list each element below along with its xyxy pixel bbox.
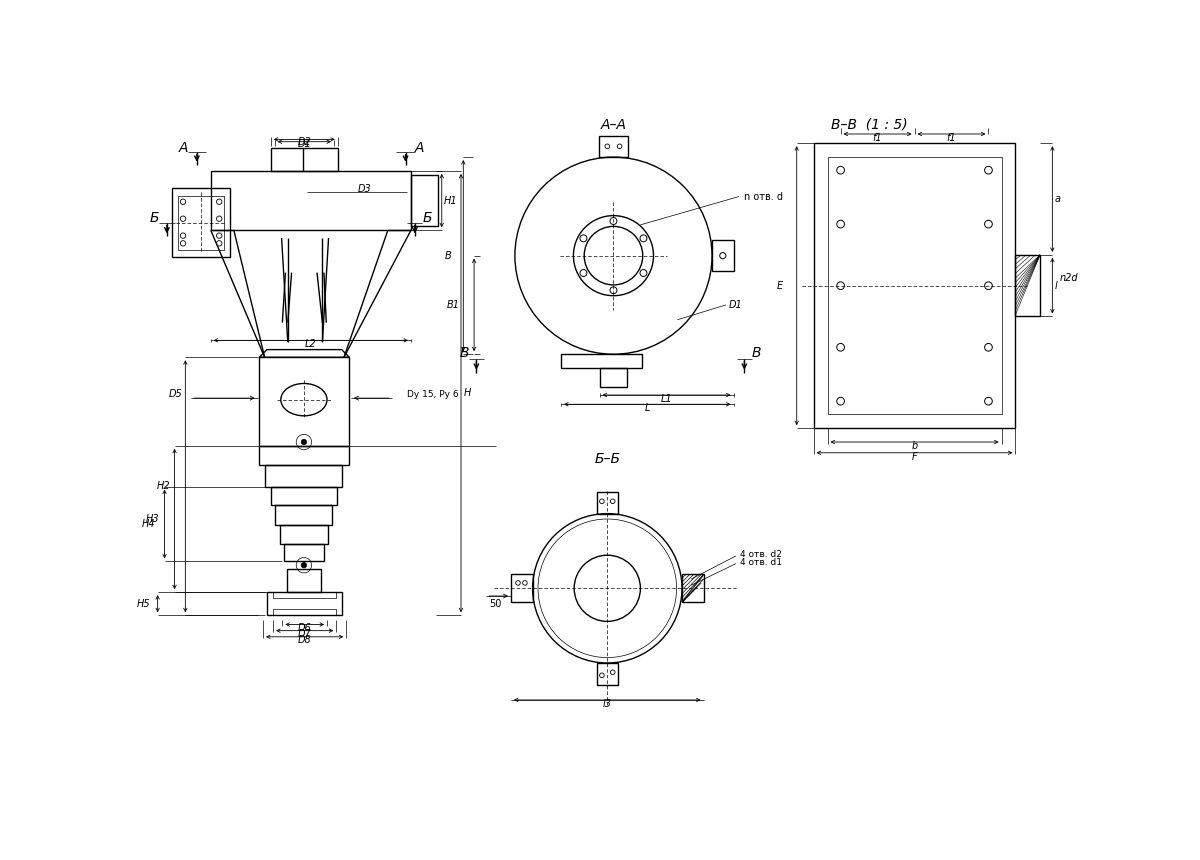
Bar xyxy=(600,368,628,387)
Bar xyxy=(410,175,438,226)
Text: D8: D8 xyxy=(298,635,312,645)
Bar xyxy=(259,445,348,465)
Text: f1: f1 xyxy=(872,132,882,143)
Text: n2d: n2d xyxy=(1060,273,1079,283)
Text: D3: D3 xyxy=(358,184,372,194)
Bar xyxy=(596,492,618,513)
Text: 50: 50 xyxy=(490,599,502,609)
Text: Б: Б xyxy=(150,211,160,225)
Bar xyxy=(814,144,1015,428)
Text: А: А xyxy=(415,141,424,155)
Bar xyxy=(712,240,733,271)
Bar xyxy=(271,487,337,505)
Bar xyxy=(828,157,1002,415)
Text: B1: B1 xyxy=(448,300,461,310)
Bar xyxy=(287,569,320,593)
Text: 4 отв. d1: 4 отв. d1 xyxy=(739,557,781,567)
Bar xyxy=(280,525,328,544)
Bar xyxy=(259,357,349,445)
Bar xyxy=(211,171,410,230)
Text: Б: Б xyxy=(422,211,432,225)
Text: E: E xyxy=(776,280,782,291)
Text: n отв. d: n отв. d xyxy=(744,192,784,201)
Text: L: L xyxy=(644,403,650,413)
Text: L1: L1 xyxy=(661,394,672,404)
Text: D1: D1 xyxy=(728,300,743,310)
Text: D5: D5 xyxy=(169,390,182,399)
Text: l3: l3 xyxy=(602,699,612,709)
Text: В: В xyxy=(752,347,762,360)
Text: D7: D7 xyxy=(298,629,312,639)
Bar xyxy=(284,544,324,562)
Text: b: b xyxy=(912,441,918,451)
Text: 4 отв. d2: 4 отв. d2 xyxy=(739,550,781,559)
Bar xyxy=(511,574,533,602)
Text: F: F xyxy=(912,452,917,462)
Text: H: H xyxy=(463,388,470,398)
Text: D6: D6 xyxy=(298,623,312,633)
Text: Dy 15, Py 6: Dy 15, Py 6 xyxy=(407,390,458,399)
Text: В: В xyxy=(460,347,469,360)
Bar xyxy=(274,609,336,615)
Text: D2: D2 xyxy=(298,138,311,147)
Text: А–А: А–А xyxy=(600,118,626,132)
Text: В–В  (1 : 5): В–В (1 : 5) xyxy=(830,118,907,132)
Bar xyxy=(266,593,342,615)
Text: H1: H1 xyxy=(444,195,457,206)
Bar xyxy=(1015,255,1040,316)
Bar xyxy=(173,187,230,257)
Bar xyxy=(276,505,332,525)
Bar xyxy=(274,593,336,599)
Circle shape xyxy=(301,562,307,568)
Bar xyxy=(271,148,338,171)
Bar xyxy=(599,136,628,157)
Text: Б–Б: Б–Б xyxy=(594,452,620,466)
Bar xyxy=(682,574,703,602)
Text: H5: H5 xyxy=(137,599,150,609)
Bar xyxy=(562,354,642,368)
Bar xyxy=(265,465,342,487)
Text: А: А xyxy=(179,141,187,155)
Text: L2: L2 xyxy=(305,339,317,349)
Text: H3: H3 xyxy=(145,514,160,524)
Text: H2: H2 xyxy=(156,482,170,491)
Text: l: l xyxy=(1055,280,1057,291)
Text: H4: H4 xyxy=(142,519,155,529)
Bar xyxy=(596,663,618,685)
Text: D1: D1 xyxy=(298,139,311,149)
Text: a: a xyxy=(1055,194,1061,204)
Circle shape xyxy=(301,439,307,445)
Text: B: B xyxy=(445,250,451,261)
Text: f1: f1 xyxy=(947,132,956,143)
Bar xyxy=(179,195,224,249)
